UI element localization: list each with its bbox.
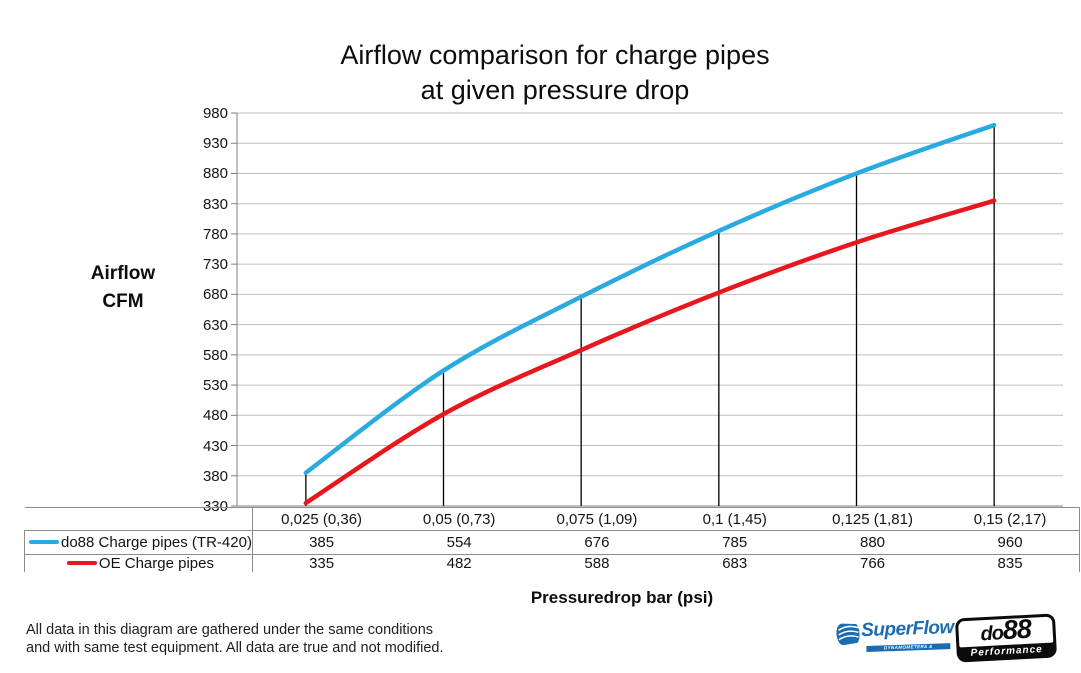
- data-value-cell: 960: [941, 530, 1080, 555]
- data-value-cell: 335: [309, 555, 335, 572]
- data-value-cell: 835: [941, 554, 1080, 572]
- table-corner-cell: [24, 507, 253, 531]
- y-axis-title-line2: CFM: [102, 291, 144, 312]
- data-value-cell: 785: [665, 530, 804, 555]
- x-axis-category-label: 0,125 (1,81): [803, 507, 942, 531]
- x-axis-category-label: 0,05 (0,73): [390, 507, 529, 531]
- y-tick-label: 630: [202, 316, 228, 334]
- data-value-cell: 385: [252, 530, 391, 555]
- legend-line-swatch: [29, 539, 59, 544]
- do88-logo-suffix: 88: [1001, 613, 1032, 645]
- data-value-cell: 676: [528, 530, 666, 555]
- y-tick-label: 530: [202, 377, 228, 395]
- y-tick-label: 430: [202, 437, 228, 455]
- y-tick-label: 580: [202, 346, 228, 364]
- x-axis-title: Pressuredrop bar (psi): [530, 588, 714, 607]
- series-line-do88: [303, 122, 997, 475]
- do88-logo-prefix: do: [979, 621, 1004, 645]
- legend-cell-oe: OE Charge pipes: [24, 554, 253, 572]
- y-tick-label: 880: [202, 165, 228, 183]
- y-tick-label: 980: [202, 105, 228, 122]
- superflow-logo-text: SuperFlow: [860, 616, 955, 642]
- superflow-logo: SuperFlow DYNAMOMETERS & FLOWBENCHES: [835, 616, 955, 656]
- series-line-oe: [303, 198, 997, 506]
- legend-cell-do88: do88 Charge pipes (TR-420): [24, 530, 253, 555]
- y-axis-title-line1: Airflow: [90, 263, 156, 284]
- superflow-wave-icon: [836, 623, 860, 646]
- chart-title: Airflow comparison for charge pipes at g…: [40, 38, 1070, 108]
- data-value-cell: 766: [860, 555, 886, 572]
- y-tick-label: 730: [202, 256, 228, 274]
- series-name: OE Charge pipes: [98, 555, 214, 572]
- data-value-cell: 554: [390, 530, 529, 555]
- x-axis-category-label: 0,025 (0,36): [251, 507, 391, 531]
- disclaimer-line2: and with same test equipment. All data a…: [26, 640, 444, 656]
- y-tick-label: 830: [202, 195, 228, 213]
- x-axis-category-label: 0,075 (1,09): [528, 507, 666, 531]
- data-table: 0,025 (0,36) 0,05 (0,73) 0,075 (1,09) 0,1 (…: [24, 507, 1080, 572]
- y-axis-title: Airflow CFM: [62, 260, 184, 316]
- disclaimer-line1: All data in this diagram are gathered un…: [26, 622, 434, 638]
- series-name: do88 Charge pipes (TR-420): [61, 534, 252, 551]
- line-chart-plot-area: [231, 112, 1063, 507]
- y-tick-label: 680: [202, 286, 228, 304]
- y-tick-label: 780: [202, 225, 228, 243]
- do88-logo: do88 Performance: [954, 613, 1058, 663]
- y-tick-label: 480: [202, 407, 228, 425]
- data-value-cell: 683: [722, 555, 748, 572]
- disclaimer-text: All data in this diagram are gathered un…: [26, 621, 444, 657]
- y-tick-label: 930: [202, 135, 228, 153]
- y-tick-label: 380: [202, 467, 228, 485]
- data-value-cell: 588: [584, 555, 610, 572]
- legend-line-swatch: [66, 560, 97, 565]
- chart-title-line2: at given pressure drop: [420, 75, 690, 105]
- data-value-cell: 880: [803, 530, 942, 555]
- x-axis-category-label: 0,15 (2,17): [941, 507, 1080, 531]
- x-axis-category-label: 0,1 (1,45): [665, 507, 804, 531]
- data-value-cell: 482: [446, 555, 472, 572]
- chart-title-line1: Airflow comparison for charge pipes: [340, 40, 770, 70]
